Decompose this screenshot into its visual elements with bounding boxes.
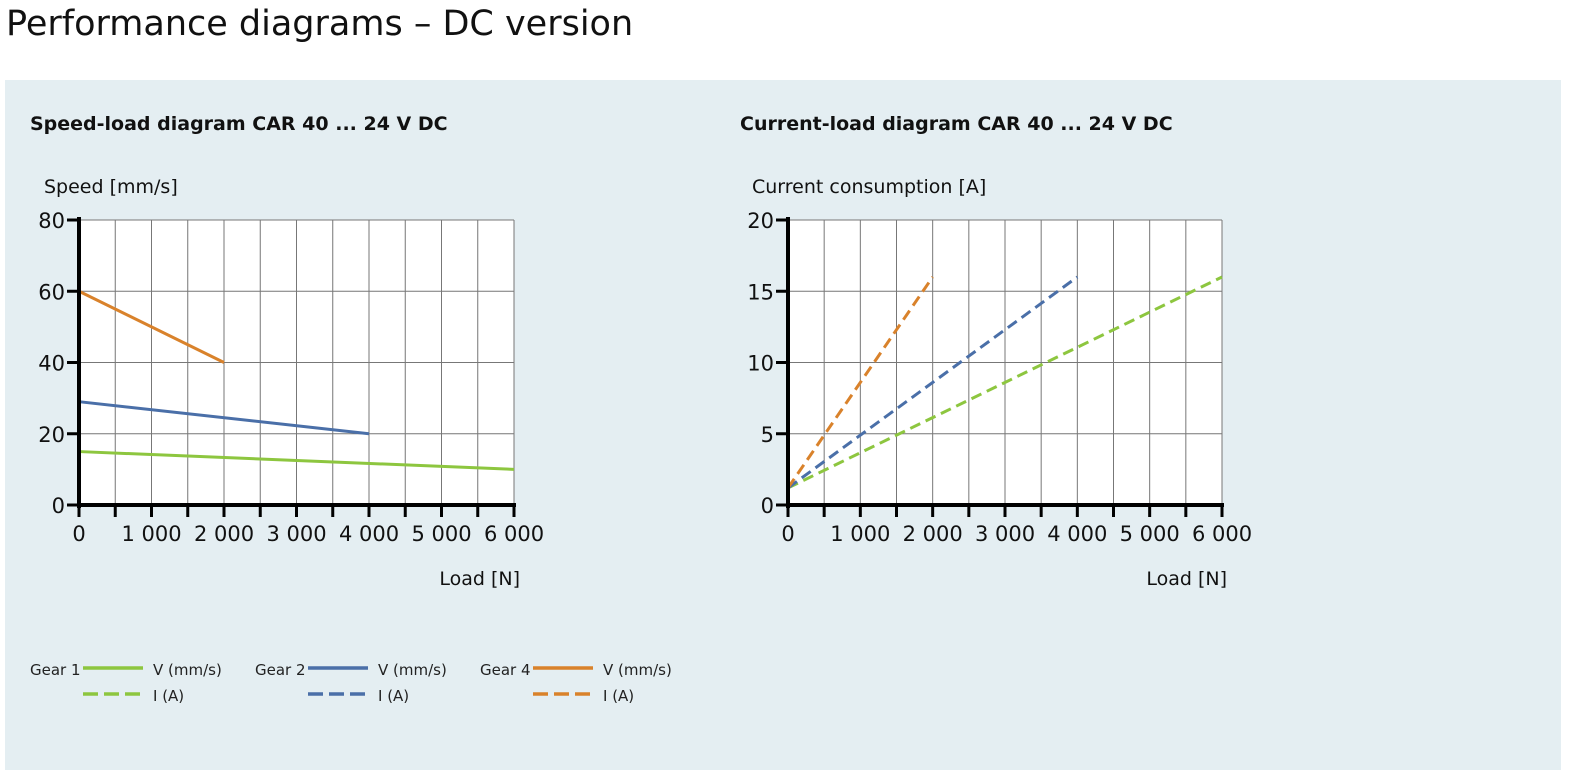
x-tick-label: 5 000 [411, 522, 471, 546]
y-tick-label: 20 [747, 209, 774, 233]
y-axis-label: Speed [mm/s] [44, 176, 178, 198]
x-tick-label: 0 [72, 522, 85, 546]
x-tick-label: 1 000 [121, 522, 181, 546]
page-title: Performance diagrams – DC version [6, 4, 634, 44]
x-axis-label: Load [N] [439, 568, 520, 590]
y-tick-label: 5 [761, 423, 774, 447]
chart-title: Current-load diagram CAR 40 ... 24 V DC [740, 113, 1173, 135]
chart-2: Current-load diagram CAR 40 ... 24 V DC C… [740, 113, 1252, 590]
y-tick-label: 15 [747, 280, 774, 304]
x-tick-label: 6 000 [1192, 522, 1252, 546]
y-tick-label: 0 [761, 494, 774, 518]
series-line [78, 289, 225, 364]
y-tick-label: 60 [38, 280, 65, 304]
y-tick-label: 20 [38, 423, 65, 447]
chart-1: Speed-load diagram CAR 40 ... 24 V DC Spe… [30, 113, 544, 590]
series-line [786, 276, 934, 489]
x-tick-label: 3 000 [266, 522, 326, 546]
legend-i-label: I (A) [603, 687, 634, 705]
y-tick-label: 80 [38, 209, 65, 233]
x-tick-label: 0 [781, 522, 794, 546]
legend-gear-label: Gear 2 [255, 661, 306, 679]
x-tick-label: 3 000 [975, 522, 1035, 546]
series-line [78, 400, 370, 436]
y-tick-label: 40 [38, 352, 65, 376]
x-tick-label: 2 000 [194, 522, 254, 546]
x-tick-label: 4 000 [1047, 522, 1107, 546]
legend-item: Gear 1 V (mm/s) I (A) [30, 661, 222, 705]
series-line [78, 450, 515, 471]
legend-item: Gear 2 V (mm/s) I (A) [255, 661, 447, 705]
legend-v-label: V (mm/s) [153, 661, 222, 679]
x-tick-label: 2 000 [903, 522, 963, 546]
chart-title: Speed-load diagram CAR 40 ... 24 V DC [30, 113, 448, 135]
legend-v-label: V (mm/s) [603, 661, 672, 679]
y-tick-label: 0 [52, 494, 65, 518]
x-tick-label: 1 000 [830, 522, 890, 546]
legend-v-label: V (mm/s) [378, 661, 447, 679]
x-axis-label: Load [N] [1146, 568, 1227, 590]
y-tick-label: 10 [747, 352, 774, 376]
series-line [787, 275, 1223, 490]
legend-item: Gear 4 V (mm/s) I (A) [480, 661, 672, 705]
x-tick-label: 4 000 [339, 522, 399, 546]
x-tick-label: 6 000 [484, 522, 544, 546]
legend-i-label: I (A) [153, 687, 184, 705]
y-axis-label: Current consumption [A] [752, 176, 986, 198]
legend-gear-label: Gear 1 [30, 661, 81, 679]
legend-gear-label: Gear 4 [480, 661, 531, 679]
x-tick-label: 5 000 [1120, 522, 1180, 546]
series-line [787, 275, 1079, 490]
legend-i-label: I (A) [378, 687, 409, 705]
